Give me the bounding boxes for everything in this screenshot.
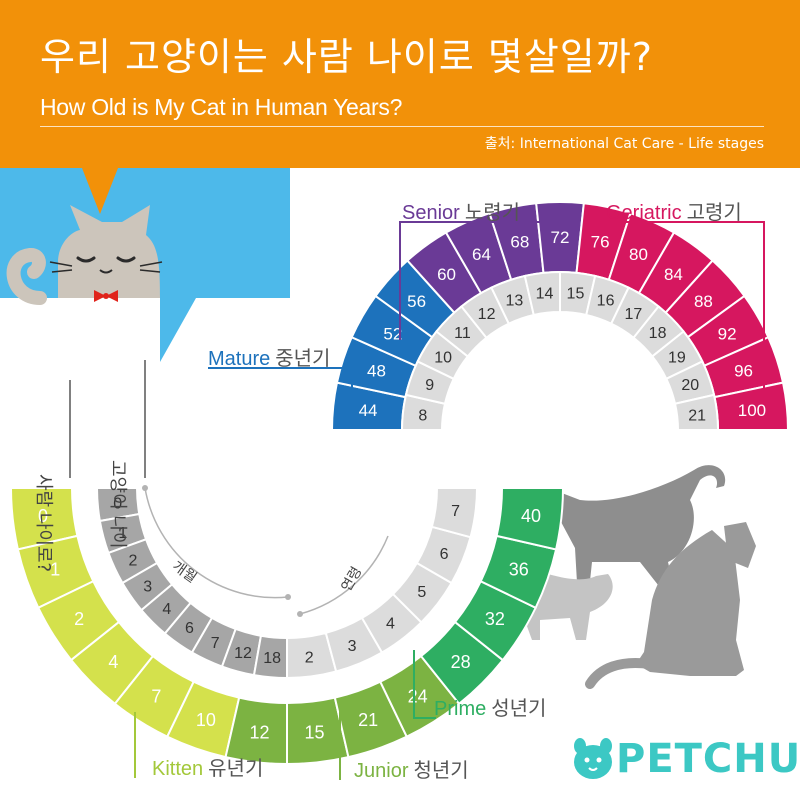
human-age-segment: [495, 487, 565, 551]
stage-name-senior: Senior: [402, 202, 460, 224]
stage-label-prime: Prime 성년기: [434, 692, 546, 721]
human-age-value: 7: [151, 686, 161, 706]
cat-age-year-value: 7: [451, 503, 460, 520]
human-age-value: 80: [629, 245, 648, 264]
cat-age-month-value: 7: [211, 635, 220, 652]
human-age-value: 36: [509, 560, 529, 580]
cat-age-year-value: 11: [454, 325, 471, 342]
human-age-value: 52: [383, 325, 402, 344]
stage-label-mature: Mature 중년기: [208, 342, 330, 371]
human-age-value: 4: [108, 652, 118, 672]
human-age-value: 64: [472, 245, 491, 264]
human-age-value: 48: [367, 361, 386, 380]
cat-age-year-value: 3: [348, 638, 357, 655]
stage-name-geriatric-ko: 고령기: [686, 200, 742, 224]
title-english: How Old is My Cat in Human Years?: [40, 94, 403, 120]
human-age-value: 56: [407, 292, 426, 311]
human-age-axis-label: 사람 나이로?: [33, 474, 54, 573]
cat-age-month-value: 3: [143, 578, 152, 595]
human-age-value: 76: [591, 232, 610, 251]
source-credit: 출처: International Cat Care - Life stages: [484, 136, 764, 152]
cat-age-year-value: 16: [597, 293, 615, 310]
stage-name-geriatric: Geriatric: [606, 202, 682, 224]
cat-age-month-value: 12: [234, 645, 252, 662]
human-age-value: 96: [734, 361, 753, 380]
stage-name-kitten: Kitten: [152, 758, 204, 780]
cat-age-year-value: 10: [434, 349, 452, 366]
cat-age-year-value: 6: [440, 546, 449, 563]
human-age-value: 2: [74, 609, 84, 629]
cat-age-month-value: 0: [113, 496, 122, 513]
cat-age-year-segment: [430, 487, 479, 539]
human-age-value: 1: [50, 560, 60, 580]
cat-age-month-value: 1: [118, 525, 127, 542]
human-age-value: 21: [358, 710, 378, 730]
stage-name-mature: Mature: [208, 348, 271, 370]
cat-age-year-value: 20: [681, 377, 699, 394]
inner-guide-arcs: [142, 485, 389, 617]
cat-age-year-value: 15: [567, 286, 585, 303]
cat-age-year-value: 9: [425, 377, 434, 394]
title-korean: 우리 고양이는 사람 나이로 몇살일까?: [40, 35, 653, 79]
stage-name-junior: Junior: [354, 760, 409, 782]
brand-name: PETCHU: [616, 736, 800, 782]
stage-name-junior-ko: 청년기: [413, 758, 469, 782]
stage-label-junior: Junior 청년기: [354, 754, 469, 783]
cat-age-year-value: 8: [418, 407, 427, 424]
stage-name-prime-ko: 성년기: [491, 696, 547, 720]
cat-age-year-value: 4: [386, 616, 395, 633]
cat-age-year-value: 5: [417, 584, 426, 601]
human-age-value: 28: [451, 652, 471, 672]
stage-name-prime: Prime: [434, 698, 487, 720]
human-age-value: 40: [521, 506, 541, 526]
human-age-value: 68: [510, 232, 529, 251]
cat-age-year-value: 13: [506, 293, 524, 310]
cat-age-year-segment: [673, 393, 720, 431]
human-age-value: 72: [551, 228, 570, 247]
header-banner: 우리 고양이는 사람 나이로 몇살일까? How Old is My Cat i…: [0, 0, 800, 168]
cat-age-month-value: 2: [128, 553, 137, 570]
human-age-value: 15: [304, 722, 324, 742]
cat-age-year-value: 21: [688, 407, 706, 424]
human-age-value: 10: [196, 710, 216, 730]
cat-age-month-value: 6: [185, 620, 194, 637]
human-age-value: 92: [718, 325, 737, 344]
stage-label-senior: Senior 노령기: [402, 196, 520, 225]
human-age-value: 60: [437, 265, 456, 284]
cat-mascot-icon: [6, 205, 163, 305]
header-divider: [40, 126, 764, 127]
cat-age-year-value: 14: [536, 286, 554, 303]
cat-age-axis-label: 고양이 나이: [107, 460, 128, 549]
cat-age-year-value: 17: [625, 306, 643, 323]
cat-age-year-value: 2: [305, 649, 314, 666]
human-age-value: 0: [38, 506, 48, 526]
stage-leader-lines: [134, 221, 765, 780]
human-age-value: 100: [738, 401, 766, 420]
stage-name-senior-ko: 노령기: [464, 200, 521, 224]
cat-age-year-value: 18: [649, 325, 667, 342]
cat-age-month-value: 18: [263, 650, 281, 667]
stage-name-kitten-ko: 유년기: [208, 756, 264, 780]
stage-label-kitten: Kitten 유년기: [152, 752, 263, 781]
cat-age-year-value: 19: [668, 349, 686, 366]
human-age-value: 44: [359, 401, 378, 420]
human-age-value: 84: [664, 265, 683, 284]
petchu-logo-icon: [574, 738, 612, 779]
human-age-value: 24: [408, 686, 428, 706]
stage-name-mature-ko: 중년기: [275, 346, 331, 370]
human-age-value: 32: [485, 609, 505, 629]
human-age-value: 88: [694, 292, 713, 311]
cat-age-month-value: 4: [162, 601, 171, 618]
cat-age-year-value: 12: [478, 306, 496, 323]
human-age-value: 12: [249, 722, 269, 742]
stage-label-geriatric: Geriatric 고령기: [606, 196, 742, 225]
